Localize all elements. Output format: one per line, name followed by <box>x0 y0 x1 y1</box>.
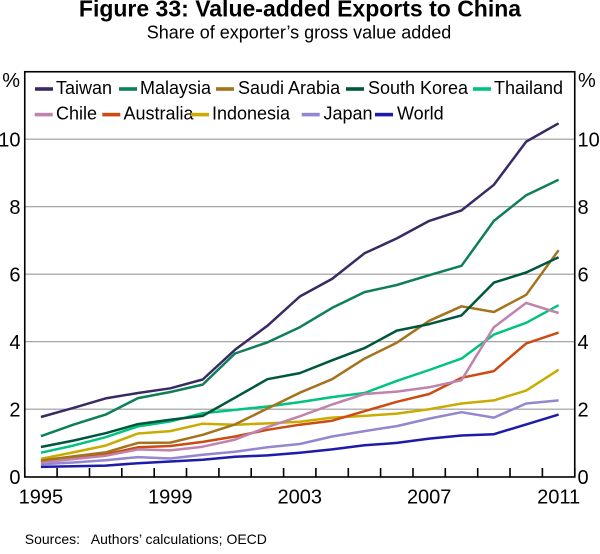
svg-text:6: 6 <box>578 265 589 287</box>
svg-text:2011: 2011 <box>537 487 580 509</box>
svg-text:0: 0 <box>9 467 20 489</box>
svg-text:Chile: Chile <box>56 103 97 123</box>
svg-text:10: 10 <box>0 130 21 152</box>
svg-text:Indonesia: Indonesia <box>212 103 291 123</box>
svg-text:8: 8 <box>9 197 20 219</box>
svg-text:%: % <box>2 70 20 92</box>
svg-text:Share of exporter’s gross valu: Share of exporter’s gross value added <box>147 23 452 43</box>
svg-text:World: World <box>397 103 444 123</box>
svg-text:2: 2 <box>9 400 20 422</box>
svg-text:Malaysia: Malaysia <box>140 78 212 98</box>
svg-text:6: 6 <box>9 265 20 287</box>
svg-text:4: 4 <box>578 332 589 354</box>
svg-text:Japan: Japan <box>324 103 373 123</box>
svg-text:2007: 2007 <box>407 487 452 509</box>
svg-text:10: 10 <box>578 130 600 152</box>
svg-text:Authors’ calculations; OECD: Authors’ calculations; OECD <box>91 531 267 547</box>
svg-text:1999: 1999 <box>148 487 193 509</box>
svg-text:%: % <box>578 70 596 92</box>
svg-text:2003: 2003 <box>278 487 323 509</box>
svg-text:Figure 33: Value-added Exports: Figure 33: Value-added Exports to China <box>79 0 521 22</box>
svg-text:0: 0 <box>578 467 589 489</box>
svg-text:South Korea: South Korea <box>368 78 469 98</box>
svg-text:4: 4 <box>9 332 20 354</box>
svg-text:Saudi Arabia: Saudi Arabia <box>238 78 341 98</box>
svg-text:Thailand: Thailand <box>494 78 563 98</box>
svg-text:8: 8 <box>578 197 589 219</box>
svg-text:Sources:: Sources: <box>25 531 80 547</box>
svg-text:Taiwan: Taiwan <box>56 78 112 98</box>
svg-text:2: 2 <box>578 400 589 422</box>
svg-text:1995: 1995 <box>19 487 64 509</box>
svg-text:Australia: Australia <box>124 103 195 123</box>
